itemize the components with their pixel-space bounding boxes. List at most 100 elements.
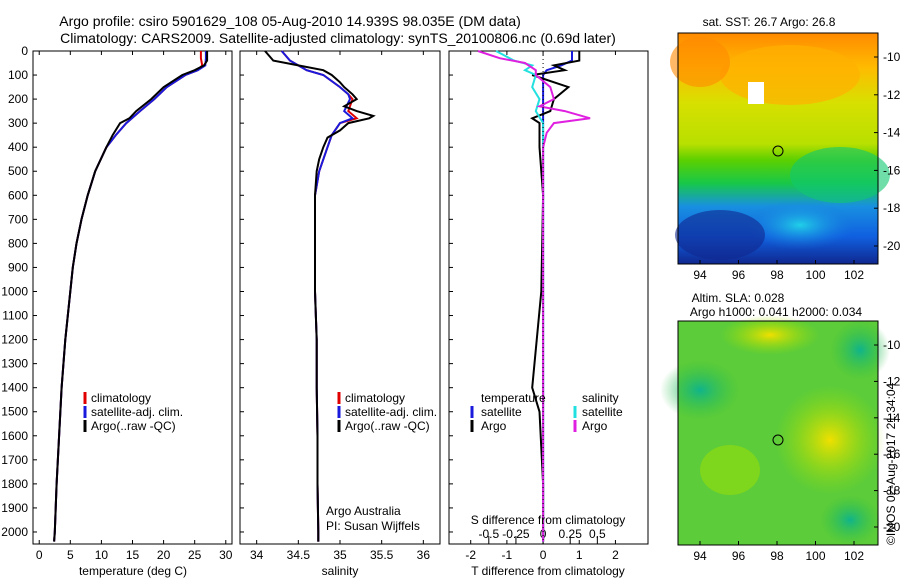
diff-legend-salinity-title: salinity xyxy=(582,391,619,405)
sst-map-ytick-label: -18 xyxy=(883,201,900,215)
difference-panel-xtick-label: 1 xyxy=(576,548,583,562)
temperature-xlabel: temperature (deg C) xyxy=(79,564,187,578)
sst-map-title: sat. SST: 26.7 Argo: 26.8 xyxy=(703,15,836,29)
temperature-panel-series-argo-raw-qc- xyxy=(53,51,209,542)
sst-map-ytick-label: -14 xyxy=(883,126,900,140)
sla-map-xtick-label: 102 xyxy=(844,549,864,563)
sal-legend-argo-label: Argo(..raw -QC) xyxy=(345,419,430,433)
sst-map-xtick-label: 98 xyxy=(770,268,784,282)
sst-map-ytick-label: -12 xyxy=(883,88,900,102)
temperature-panel-xtick-label: 5 xyxy=(67,548,74,562)
sla-map-ytick-label: -16 xyxy=(883,447,900,461)
sla-argo-position-marker xyxy=(772,434,784,446)
temperature-panel-xtick-label: 25 xyxy=(188,548,202,562)
figure-title-line2: Climatology: CARS2009. Satellite-adjuste… xyxy=(60,30,616,46)
salinity-panel-series-argo-raw-qc- xyxy=(264,50,376,542)
sla-map-frame xyxy=(677,320,879,546)
salinity-panel-xtick-label: 34 xyxy=(250,548,264,562)
difference-panel-xtick-label: 0 xyxy=(540,548,547,562)
depth-ytick-label: 400 xyxy=(8,140,28,154)
figure-title-line1: Argo profile: csiro 5901629_108 05-Aug-2… xyxy=(59,13,521,29)
s-difference-tick-label: -0.5 xyxy=(478,527,499,541)
sla-teal-patch-3 xyxy=(820,495,880,545)
salinity-panel-xtick-label: 35.5 xyxy=(370,548,394,562)
temperature-panel-xtick-label: 30 xyxy=(219,548,233,562)
sla-light-patch xyxy=(700,445,760,495)
depth-ytick-label: 1300 xyxy=(1,357,28,371)
depth-ytick-label: 1600 xyxy=(1,429,28,443)
sst-map-ytick-label: -16 xyxy=(883,163,900,177)
difference-panel-xtick-label: 2 xyxy=(612,548,619,562)
depth-ytick-label: 700 xyxy=(8,212,28,226)
sst-green-patch xyxy=(790,147,890,203)
depth-ytick-label: 900 xyxy=(8,260,28,274)
depth-ytick-label: 500 xyxy=(8,164,28,178)
sst-orange-patch xyxy=(670,37,730,87)
salinity-panel-xtick-label: 36 xyxy=(417,548,431,562)
depth-ytick-label: 1800 xyxy=(1,477,28,491)
s-difference-tick-label: 0.25 xyxy=(559,527,583,541)
depth-ytick-label: 1700 xyxy=(1,453,28,467)
depth-ytick-label: 300 xyxy=(8,116,28,130)
sla-map-ytick-label: -14 xyxy=(883,411,900,425)
sal-legend-sat-label: satellite-adj. clim. xyxy=(345,405,437,419)
temp-legend-sat-label: satellite-adj. clim. xyxy=(91,405,183,419)
sla-map-xtick-label: 100 xyxy=(805,549,825,563)
depth-ytick-label: 1900 xyxy=(1,501,28,515)
difference-panel-series-temperature-satellite xyxy=(542,51,573,542)
sst-map: sat. SST: 26.7 Argo: 26.8 94 96 98 100 102 -1… xyxy=(670,15,900,282)
difference-panel: -2 -1 0 1 2-0.5 -0.25 0 0.25 0.5 temperature sat… xyxy=(448,50,649,578)
sst-darkblue-patch xyxy=(675,210,765,260)
diff-legend-temperature-title: temperature xyxy=(481,391,546,405)
temperature-panel-xtick-label: 10 xyxy=(95,548,109,562)
difference-x2label: S difference from climatology xyxy=(471,513,626,527)
salinity-panel: 34 34.5 35 35.5 36 climatology satellite-adj… xyxy=(239,50,441,578)
depth-ytick-label: 1100 xyxy=(2,309,28,323)
sla-map-ytick-label: -20 xyxy=(883,520,900,534)
diff-legend-t-sat-label: satellite xyxy=(481,405,522,419)
difference-panel-series-temperature-argo xyxy=(530,51,581,542)
salinity-panel-xtick-label: 35 xyxy=(333,548,347,562)
depth-ytick-label: 800 xyxy=(8,236,28,250)
salinity-axes-frame xyxy=(239,50,441,545)
temperature-panel-xtick-label: 15 xyxy=(126,548,140,562)
sst-map-xtick-label: 100 xyxy=(805,268,825,282)
sst-cyan-patch xyxy=(745,200,855,250)
sst-map-xtick-label: 94 xyxy=(693,268,707,282)
sla-map-title-2: Argo h1000: 0.041 h2000: 0.034 xyxy=(690,305,862,319)
temp-legend-clim-label: climatology xyxy=(91,391,151,405)
difference-axes-frame xyxy=(448,50,649,545)
sst-argo-position-marker xyxy=(772,145,784,157)
diff-legend-s-sat-label: satellite xyxy=(582,405,623,419)
temperature-panel-series-satellite-adj-clim- xyxy=(53,51,207,542)
sla-map-title-1: Altim. SLA: 0.028 xyxy=(692,291,785,305)
sst-map-xtick-label: 102 xyxy=(844,268,864,282)
sla-yellow-patch-2 xyxy=(720,315,820,355)
diff-legend-t-argo-label: Argo xyxy=(481,419,507,433)
depth-ytick-label: 1000 xyxy=(1,284,28,298)
sst-map-ytick-label: -10 xyxy=(883,50,900,64)
difference-panel-series-salinity-satellite xyxy=(495,50,545,542)
salinity-legend: climatology satellite-adj. clim. Argo(..… xyxy=(337,391,437,433)
sla-map-xtick-label: 96 xyxy=(732,549,746,563)
s-difference-tick-label: 0.5 xyxy=(589,527,606,541)
sal-legend-clim-label: climatology xyxy=(345,391,405,405)
difference-xlabel: T difference from climatology xyxy=(471,564,625,578)
temperature-axes-frame xyxy=(32,50,233,545)
sla-map: Altim. SLA: 0.028 Argo h1000: 0.041 h200… xyxy=(660,291,900,563)
sla-teal-patch xyxy=(660,360,740,420)
difference-panel-series-salinity-argo xyxy=(477,50,591,542)
depth-ytick-label: 600 xyxy=(8,188,28,202)
salinity-annotation-1: Argo Australia xyxy=(326,504,401,518)
depth-ytick-label: 2000 xyxy=(1,525,28,539)
sla-map-ytick-label: -10 xyxy=(883,338,900,352)
temp-legend-argo-label: Argo(..raw -QC) xyxy=(91,419,176,433)
sla-map-ytick-label: -18 xyxy=(883,484,900,498)
depth-ytick-label: 100 xyxy=(8,68,28,82)
sla-map-xtick-label: 94 xyxy=(693,549,707,563)
temperature-legend: climatology satellite-adj. clim. Argo(..… xyxy=(83,391,183,433)
temperature-panel-series-climatology xyxy=(53,51,204,542)
salinity-xlabel: salinity xyxy=(322,564,359,578)
s-difference-tick-label: -0.25 xyxy=(502,527,530,541)
